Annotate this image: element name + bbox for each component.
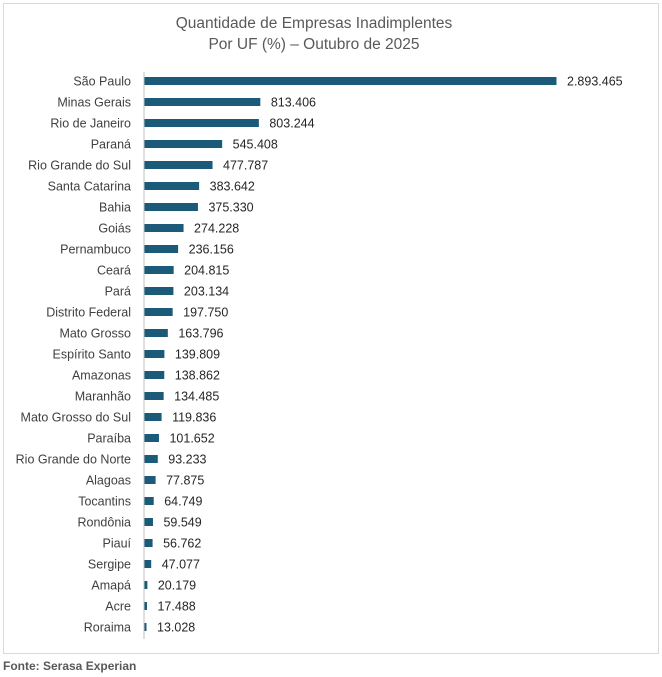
category-label: São Paulo <box>73 75 131 89</box>
bar <box>144 497 154 505</box>
bar <box>144 308 173 316</box>
data-label: 2.893.465 <box>567 75 623 89</box>
category-label: Pernambuco <box>60 243 131 257</box>
category-label: Amapá <box>91 579 131 593</box>
category-label: Tocantins <box>78 495 131 509</box>
data-label: 101.652 <box>169 432 214 446</box>
category-label: Mato Grosso do Sul <box>21 411 131 425</box>
data-label: 93.233 <box>168 453 206 467</box>
data-label: 163.796 <box>178 327 223 341</box>
bar <box>144 518 153 526</box>
bar <box>144 140 223 148</box>
category-label: Acre <box>105 600 131 614</box>
data-label: 813.406 <box>271 96 316 110</box>
chart-frame: Quantidade de Empresas Inadimplentes Por… <box>3 3 659 654</box>
bar <box>144 245 179 253</box>
data-label: 383.642 <box>210 180 255 194</box>
category-label: Piauí <box>103 537 132 551</box>
data-label: 477.787 <box>223 159 268 173</box>
category-label: Bahia <box>99 201 131 215</box>
data-label: 236.156 <box>189 243 234 257</box>
data-label: 77.875 <box>166 474 204 488</box>
data-label: 56.762 <box>163 537 201 551</box>
bar <box>144 413 162 421</box>
source-note: Fonte: Serasa Experian <box>3 659 137 673</box>
bar <box>144 119 259 127</box>
category-label: Alagoas <box>86 474 131 488</box>
data-label: 203.134 <box>184 285 229 299</box>
category-label: Rio Grande do Norte <box>16 453 131 467</box>
category-label: Rio de Janeiro <box>50 117 131 131</box>
data-label: 138.862 <box>175 369 220 383</box>
chart-title: Quantidade de Empresas Inadimplentes <box>176 15 453 32</box>
bar <box>144 287 174 295</box>
bar <box>144 602 147 610</box>
bar <box>144 77 557 85</box>
data-label: 375.330 <box>208 201 253 215</box>
chart-subtitle: Por UF (%) – Outubro de 2025 <box>208 36 419 53</box>
bar <box>144 182 200 190</box>
bar <box>144 98 261 106</box>
category-label: Mato Grosso <box>59 327 131 341</box>
category-label: Paraná <box>91 138 131 152</box>
data-label: 13.028 <box>157 621 195 635</box>
data-label: 204.815 <box>184 264 229 278</box>
bar <box>144 455 158 463</box>
category-label: Santa Catarina <box>48 180 131 194</box>
bar <box>144 623 147 631</box>
bar <box>144 392 164 400</box>
category-label: Distrito Federal <box>46 306 131 320</box>
data-label: 134.485 <box>174 390 219 404</box>
data-label: 545.408 <box>233 138 278 152</box>
data-label: 64.749 <box>164 495 202 509</box>
bar-chart: Quantidade de Empresas Inadimplentes Por… <box>16 15 623 639</box>
data-label: 803.244 <box>269 117 314 131</box>
data-label: 59.549 <box>163 516 201 530</box>
bar <box>144 350 165 358</box>
data-label: 119.836 <box>172 411 216 425</box>
category-label: Paraíba <box>87 432 131 446</box>
category-label: Sergipe <box>88 558 131 572</box>
category-label: Rondônia <box>77 516 131 530</box>
data-label: 197.750 <box>183 306 228 320</box>
category-label: Roraima <box>84 621 131 635</box>
bar <box>144 329 168 337</box>
bar <box>144 434 159 442</box>
category-label: Ceará <box>97 264 131 278</box>
bars-layer: São Paulo 2.893.465 Minas Gerais 813.406 Rio… <box>16 75 623 635</box>
category-label: Maranhão <box>75 390 131 404</box>
bar <box>144 581 148 589</box>
bar <box>144 560 152 568</box>
category-label: Goiás <box>98 222 131 236</box>
data-label: 17.488 <box>157 600 195 614</box>
category-label: Amazonas <box>72 369 131 383</box>
data-label: 20.179 <box>158 579 196 593</box>
category-label: Minas Gerais <box>57 96 131 110</box>
category-label: Rio Grande do Sul <box>28 159 131 173</box>
data-label: 139.809 <box>175 348 220 362</box>
bar <box>144 539 153 547</box>
bar <box>144 371 165 379</box>
category-label: Espírito Santo <box>52 348 131 362</box>
bar <box>144 224 184 232</box>
bar <box>144 266 174 274</box>
data-label: 47.077 <box>162 558 200 572</box>
bar <box>144 203 198 211</box>
data-label: 274.228 <box>194 222 239 236</box>
category-label: Pará <box>105 285 131 299</box>
bar <box>144 161 213 169</box>
bar <box>144 476 156 484</box>
